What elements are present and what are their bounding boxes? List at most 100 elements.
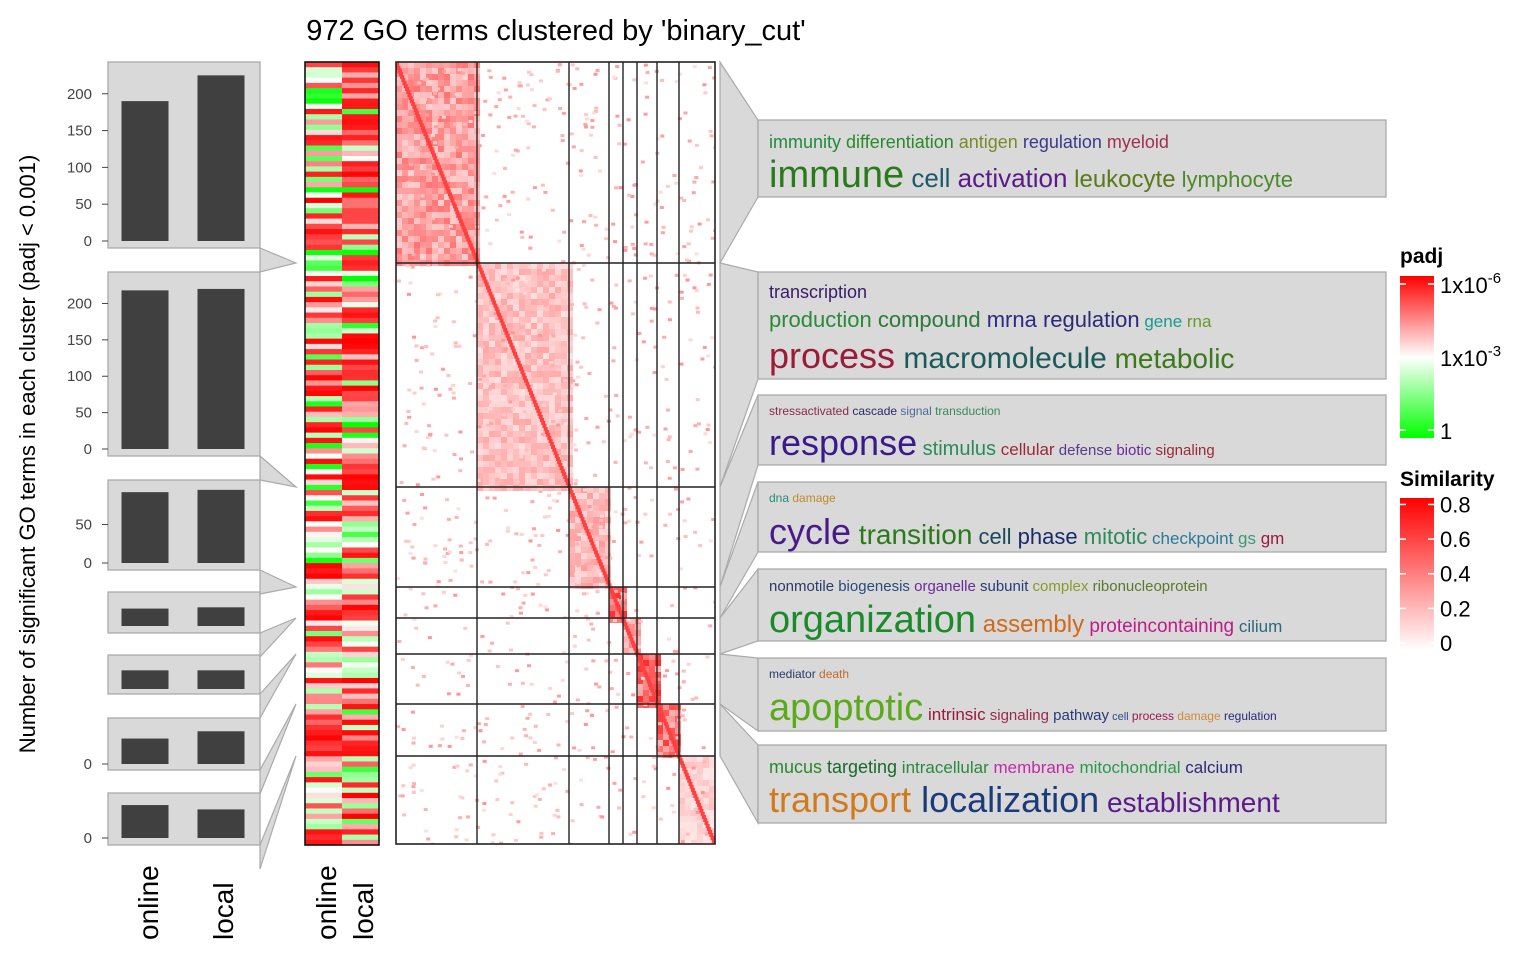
padj-cell bbox=[342, 182, 379, 188]
similarity-diagonal-cell bbox=[554, 454, 559, 459]
similarity-cell bbox=[575, 360, 580, 364]
similarity-cell bbox=[468, 212, 474, 218]
padj-cell bbox=[305, 677, 342, 684]
similarity-cell bbox=[593, 505, 599, 511]
similarity-cell bbox=[396, 116, 402, 122]
similarity-cell bbox=[555, 449, 561, 455]
similarity-cell bbox=[561, 395, 567, 401]
similarity-cell bbox=[477, 341, 483, 347]
similarity-cell bbox=[444, 92, 450, 98]
similarity-cell bbox=[615, 593, 621, 599]
similarity-cell bbox=[703, 798, 709, 804]
similarity-cell bbox=[508, 400, 513, 404]
similarity-cell bbox=[599, 505, 605, 511]
similarity-cell bbox=[605, 569, 610, 573]
similarity-cell bbox=[414, 92, 420, 98]
similarity-cell bbox=[684, 258, 689, 262]
similarity-cell bbox=[527, 483, 532, 487]
padj-cell bbox=[342, 93, 379, 99]
similarity-cell bbox=[586, 638, 591, 642]
similarity-diagonal-cell bbox=[571, 496, 576, 501]
similarity-cell bbox=[681, 779, 686, 783]
similarity-cell bbox=[577, 533, 582, 537]
similarity-cell bbox=[587, 577, 593, 583]
similarity-cell bbox=[414, 248, 420, 254]
similarity-cell bbox=[549, 275, 555, 281]
similarity-cell bbox=[708, 539, 713, 543]
similarity-diagonal-cell bbox=[612, 595, 617, 600]
similarity-cell bbox=[543, 485, 549, 491]
similarity-cell bbox=[581, 547, 587, 553]
similarity-cell bbox=[477, 275, 483, 281]
similarity-cell bbox=[561, 311, 567, 317]
similarity-cell bbox=[510, 801, 515, 805]
similarity-cell bbox=[420, 116, 426, 122]
similarity-cell bbox=[501, 341, 507, 347]
similarity-cell bbox=[477, 144, 482, 148]
similarity-diagonal-cell bbox=[457, 216, 462, 221]
similarity-cell bbox=[414, 176, 420, 182]
similarity-cell bbox=[537, 317, 543, 323]
similarity-cell bbox=[526, 122, 531, 126]
similarity-diagonal-cell bbox=[397, 69, 402, 74]
similarity-cell bbox=[565, 720, 570, 724]
word-cloud-term: transcription bbox=[769, 282, 867, 302]
similarity-cell bbox=[444, 146, 450, 152]
similarity-cell bbox=[675, 704, 681, 710]
similarity-cell bbox=[581, 493, 587, 499]
similarity-cell bbox=[581, 505, 587, 511]
padj-cell bbox=[342, 406, 379, 413]
similarity-cell bbox=[408, 230, 414, 236]
similarity-cell bbox=[555, 263, 561, 269]
padj-cell bbox=[342, 818, 379, 825]
bar-panel: 0 bbox=[84, 792, 261, 847]
padj-cell bbox=[342, 72, 379, 79]
similarity-cell bbox=[443, 547, 448, 551]
similarity-cell bbox=[623, 630, 629, 636]
similarity-diagonal-cell bbox=[592, 547, 597, 552]
similarity-cell bbox=[649, 654, 655, 660]
bar-connector bbox=[259, 617, 297, 659]
similarity-cell bbox=[436, 87, 441, 91]
bar-online bbox=[121, 290, 169, 449]
similarity-diagonal-cell bbox=[503, 327, 508, 332]
similarity-cell bbox=[495, 365, 501, 371]
similarity-cell bbox=[528, 712, 533, 716]
similarity-cell bbox=[519, 299, 525, 305]
word-cloud-background bbox=[757, 744, 1387, 824]
similarity-cell bbox=[450, 80, 456, 86]
similarity-cell bbox=[531, 407, 537, 413]
similarity-cell bbox=[507, 419, 513, 425]
similarity-cell bbox=[519, 293, 525, 299]
padj-cell bbox=[342, 672, 379, 679]
word-cloud-term: transition bbox=[851, 519, 972, 550]
similarity-cell bbox=[686, 662, 691, 666]
similarity-cell bbox=[396, 188, 402, 194]
similarity-cell bbox=[455, 764, 460, 768]
similarity-cell bbox=[581, 541, 587, 547]
similarity-cell bbox=[614, 705, 619, 709]
padj-cell bbox=[342, 521, 379, 527]
padj-cell bbox=[342, 62, 379, 68]
similarity-cell bbox=[555, 413, 561, 419]
similarity-cell bbox=[402, 110, 408, 116]
similarity-diagonal-cell bbox=[549, 441, 554, 446]
similarity-cell bbox=[532, 186, 537, 190]
similarity-cell bbox=[489, 422, 494, 426]
similarity-cell bbox=[505, 282, 510, 286]
similarity-diagonal-cell bbox=[564, 478, 569, 483]
similarity-cell bbox=[558, 409, 563, 413]
similarity-cell bbox=[444, 134, 450, 140]
similarity-cell bbox=[555, 341, 561, 347]
similarity-diagonal-cell bbox=[435, 162, 440, 167]
similarity-legend: Similarity 0.80.60.40.20 bbox=[1400, 468, 1495, 656]
similarity-cell bbox=[438, 68, 444, 74]
similarity-cell bbox=[543, 353, 549, 359]
similarity-cell bbox=[521, 571, 526, 575]
similarity-cell bbox=[420, 164, 426, 170]
similarity-cell bbox=[520, 114, 525, 118]
similarity-cell bbox=[700, 791, 705, 795]
word-cloud-line: dna damage bbox=[769, 491, 836, 505]
similarity-cell bbox=[438, 128, 444, 134]
padj-cell bbox=[342, 604, 379, 611]
